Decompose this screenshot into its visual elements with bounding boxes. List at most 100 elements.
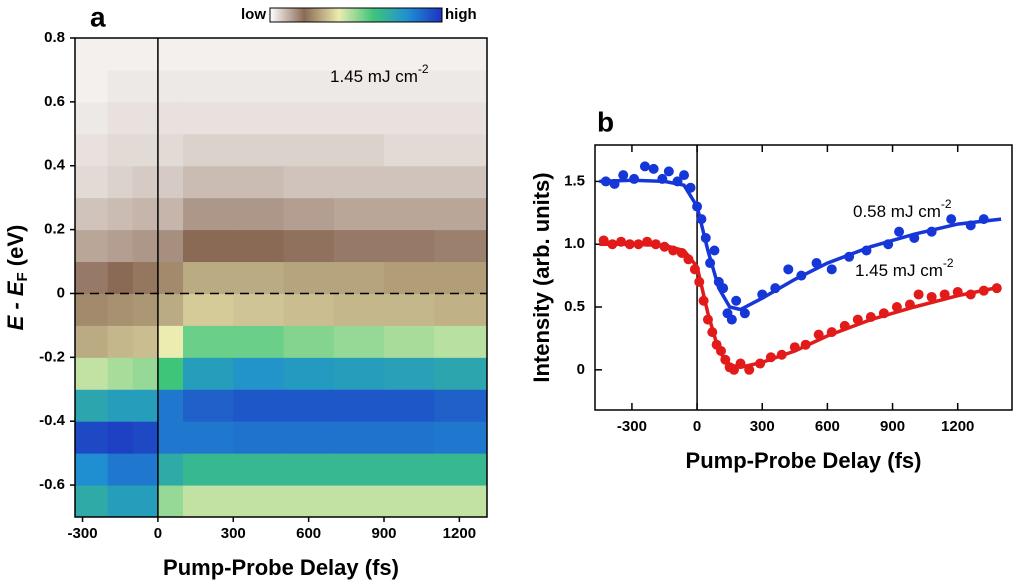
heatmap-cell	[157, 421, 184, 454]
x-tick-label: 900	[880, 418, 905, 435]
heatmap-cell	[157, 485, 184, 517]
data-point	[663, 166, 674, 177]
heatmap-cell	[434, 421, 487, 454]
heatmap-cell	[333, 389, 385, 422]
heatmap-cell	[132, 38, 159, 71]
heatmap-cell	[283, 421, 335, 454]
y-tick-label: 1.5	[564, 172, 585, 189]
heatmap-cell	[183, 325, 234, 358]
heatmap-cell	[434, 485, 487, 517]
colorbar-low: low	[241, 6, 266, 23]
plot-area	[598, 161, 1002, 375]
heatmap-cell	[132, 229, 159, 263]
x-tick-label: 300	[750, 418, 775, 435]
heatmap-cell	[283, 197, 335, 231]
series-label: 0.58 mJ cm-2	[853, 197, 952, 221]
heatmap-cell	[384, 293, 435, 326]
heatmap-cell	[333, 69, 385, 103]
y-tick-label: 0.8	[44, 29, 65, 46]
heatmap-cell	[283, 229, 335, 263]
heatmap-cell	[75, 261, 109, 294]
heatmap-cell	[384, 38, 435, 71]
heatmap-cell	[132, 197, 159, 231]
data-point	[648, 163, 659, 174]
heatmap-cell	[434, 101, 487, 135]
data-point	[913, 289, 924, 300]
data-point	[739, 308, 750, 319]
heatmap-cell	[233, 357, 285, 390]
data-point	[826, 264, 837, 275]
heatmap-cell	[157, 101, 184, 135]
heatmap-cell	[233, 38, 285, 71]
heatmap-cell	[384, 453, 435, 486]
heatmap-cell	[283, 389, 335, 422]
heatmap-cell	[107, 197, 134, 231]
y-tick-label: 0	[577, 361, 585, 378]
heatmap-cell	[384, 197, 435, 231]
heatmap-cell	[157, 293, 184, 326]
heatmap-cell	[132, 421, 159, 454]
heatmap-cell	[283, 485, 335, 517]
fit-line	[599, 242, 1002, 370]
heatmap-cell	[157, 261, 184, 294]
heatmap-cell	[283, 357, 335, 390]
heatmap-cell	[75, 453, 109, 486]
heatmap-cell	[132, 485, 159, 517]
heatmap-cell	[233, 69, 285, 103]
x-axis-label: Pump-Probe Delay (fs)	[686, 448, 922, 473]
heatmap-cell	[132, 357, 159, 390]
heatmap-cell	[333, 101, 385, 135]
data-point	[783, 264, 794, 275]
heatmap-cell	[75, 229, 109, 263]
series-label: 1.45 mJ cm-2	[855, 256, 954, 280]
series-name-sup: -2	[943, 256, 954, 270]
heatmap-cell	[384, 389, 435, 422]
heatmap-cell	[434, 69, 487, 103]
heatmap-cell	[434, 38, 487, 71]
heatmap-cell	[183, 389, 234, 422]
annotation: 1.45 mJ cm-2	[330, 62, 429, 86]
heatmap-cell	[233, 101, 285, 135]
data-point	[618, 170, 629, 181]
heatmap-cell	[283, 69, 335, 103]
heatmap-cell	[384, 165, 435, 199]
heatmap-cell	[384, 325, 435, 358]
heatmap-cell	[183, 261, 234, 294]
heatmap-cell	[183, 38, 234, 71]
heatmap-cell	[183, 101, 234, 135]
x-axis-label: Pump-Probe Delay (fs)	[163, 555, 399, 580]
heatmap-cell	[283, 165, 335, 199]
heatmap-cell	[434, 453, 487, 486]
heatmap-cell	[107, 69, 134, 103]
heatmap-cell	[333, 133, 385, 167]
x-tick-label: 900	[371, 525, 396, 542]
heatmap-cell	[75, 485, 109, 517]
heatmap-cell	[283, 101, 335, 135]
x-tick-label: 300	[221, 525, 246, 542]
heatmap-cell	[384, 261, 435, 294]
heatmap-cell	[75, 38, 109, 71]
panel-label: a	[90, 1, 106, 32]
series-name: 0.58 mJ cm	[853, 202, 941, 221]
y-axis-label: Intensity (arb. units)	[529, 172, 554, 382]
series-name: 1.45 mJ cm	[855, 261, 943, 280]
heatmap-cell	[183, 133, 234, 167]
heatmap-cell	[233, 133, 285, 167]
heatmap-cell	[132, 101, 159, 135]
heatmap-cell	[75, 133, 109, 167]
heatmap-cell	[233, 261, 285, 294]
x-tick-label: 600	[296, 525, 321, 542]
y-tick-label: -0.6	[39, 476, 65, 493]
x-tick-label: 0	[154, 525, 162, 542]
heatmap-cell	[107, 485, 134, 517]
heatmap-cell	[107, 165, 134, 199]
heatmap-cell	[107, 421, 134, 454]
series-name-sup: -2	[941, 197, 952, 211]
heatmap-cell	[183, 229, 234, 263]
y-tick-label: 0.2	[44, 221, 65, 238]
colorbar-high: high	[445, 6, 477, 23]
heatmap-cell	[183, 69, 234, 103]
y-tick-label: 0.6	[44, 93, 65, 110]
y-tick-label: -0.2	[39, 348, 65, 365]
heatmap-cell	[132, 133, 159, 167]
